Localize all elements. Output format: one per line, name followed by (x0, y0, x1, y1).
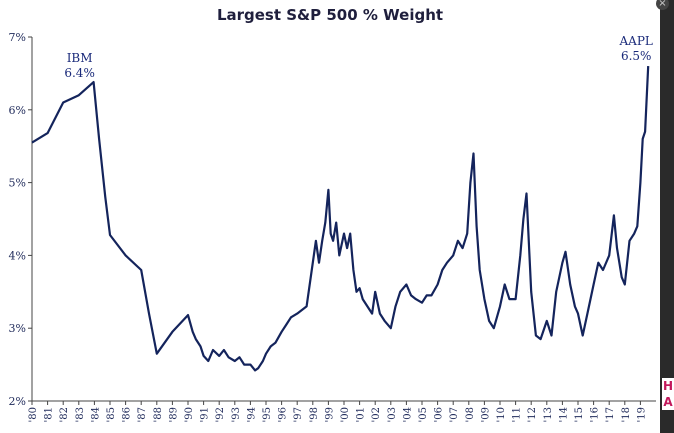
x-tick-label: '18 (621, 407, 632, 422)
y-tick-label: 6% (9, 104, 26, 117)
x-tick-label: '84 (90, 407, 101, 422)
close-icon[interactable]: × (656, 0, 669, 10)
y-tick-label: 2% (9, 395, 26, 408)
x-tick-label: '95 (262, 407, 273, 422)
x-tick-label: '04 (402, 407, 413, 422)
series-line (31, 66, 650, 372)
x-tick-label: '90 (184, 407, 195, 422)
y-tick-label: 5% (9, 177, 26, 190)
line-chart: 2% 3% 4% 5% 6% 7% '80 '81 '82 '83 '84 '85 '86 '87 '88 '… (9, 31, 656, 422)
x-tick-label: '03 (387, 407, 398, 422)
side-badge-letter-2: A (663, 395, 673, 409)
x-tick-label: '83 (75, 407, 86, 422)
x-tick-label: '09 (480, 407, 491, 422)
x-tick-label: '00 (340, 407, 351, 422)
x-tick-label: '82 (59, 407, 70, 422)
chart-title: Largest S&P 500 % Weight (216, 6, 444, 24)
x-tick-label: '10 (496, 407, 507, 422)
x-tick-label: '91 (200, 407, 211, 422)
x-tick-label: '98 (309, 407, 320, 422)
x-tick-label: '80 (28, 407, 39, 422)
x-tick-label: '12 (527, 407, 538, 422)
x-tick-label: '11 (512, 407, 523, 422)
x-tick-label: '87 (137, 407, 148, 422)
x-tick-label: '92 (215, 407, 226, 422)
x-tick-label: '97 (293, 407, 304, 422)
annotation-name: IBM (67, 51, 93, 65)
x-tick-label: '08 (465, 407, 476, 422)
chart-frame: Largest S&P 500 % Weight 2% 3% 4% 5% 6% 7% '80… (0, 0, 660, 433)
x-tick-label: '05 (418, 407, 429, 422)
x-tick-label: '06 (434, 407, 445, 422)
side-badge-letter-1: H (662, 379, 674, 393)
annotation-value: 6.4% (64, 66, 95, 80)
x-tick-label: '88 (153, 407, 164, 422)
x-tick-label: '85 (106, 407, 117, 422)
x-tick-label: '19 (636, 407, 647, 422)
x-tick-label: '96 (278, 407, 289, 422)
x-tick-label: '99 (324, 407, 335, 422)
annotation-value: 6.5% (621, 49, 652, 63)
x-tick-label: '89 (168, 407, 179, 422)
x-tick-label: '86 (122, 407, 133, 422)
side-badge: H A (662, 378, 674, 410)
y-tick-label: 4% (9, 249, 26, 262)
x-tick-label: '14 (558, 407, 569, 422)
x-tick-label: '01 (356, 407, 367, 422)
x-tick-label: '13 (543, 407, 554, 422)
x-tick-label: '93 (231, 407, 242, 422)
x-tick-label: '81 (44, 407, 55, 422)
x-tick-label: '17 (605, 407, 616, 422)
x-tick-label: '02 (371, 407, 382, 422)
y-tick-label: 3% (9, 322, 26, 335)
y-tick-label: 7% (9, 31, 26, 44)
x-tick-label: '15 (574, 407, 585, 422)
x-tick-label: '94 (246, 407, 257, 422)
x-tick-label: '07 (449, 407, 460, 422)
x-tick-label: '16 (590, 407, 601, 422)
annotation-name: AAPL (619, 34, 653, 48)
